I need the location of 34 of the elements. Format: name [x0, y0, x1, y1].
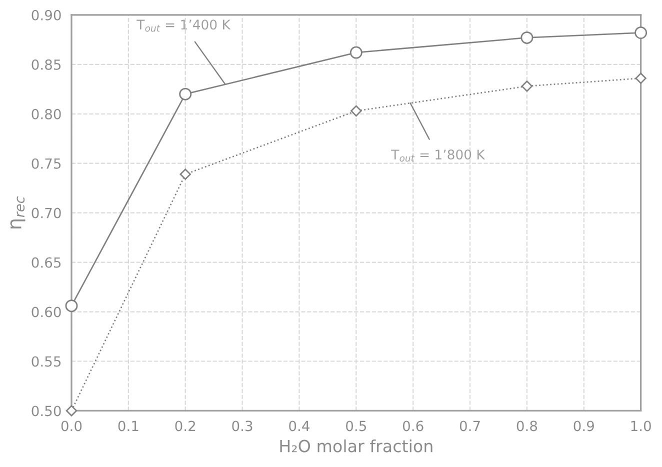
point	[66, 405, 78, 416]
y-tick-label: 0.65	[32, 257, 61, 268]
y-tick-label: 0.70	[32, 208, 61, 218]
y-tick-label: 0.50	[32, 406, 61, 416]
point	[520, 31, 534, 44]
x-tick-label: 0.1	[118, 420, 138, 432]
x-tick-label: 0.2	[175, 420, 196, 432]
annotation: T$_{out}$ = 1’400 K	[136, 20, 231, 32]
point	[635, 72, 646, 84]
y-tick-label: 0.90	[32, 10, 61, 20]
y-tick-label: 0.75	[32, 158, 61, 169]
y-tick-label: 0.80	[32, 108, 61, 120]
point	[350, 46, 362, 59]
point	[634, 26, 648, 40]
x-tick-label: 0.3	[232, 420, 252, 432]
x-tick-label: 0.8	[516, 420, 538, 432]
point	[350, 105, 362, 117]
point	[180, 168, 191, 180]
x-tick-label: 0.7	[460, 420, 480, 432]
point	[521, 80, 533, 92]
x-tick-label: 0.4	[289, 420, 310, 432]
y-tick-label: 0.85	[32, 59, 61, 70]
y-tick-label: 0.60	[32, 306, 61, 318]
x-tick-label: 0.9	[574, 420, 594, 432]
x-tick-label: 1.0	[631, 420, 651, 432]
y-axis-title: η$_{rec}$	[10, 196, 26, 228]
x-tick-label: 0.5	[346, 420, 366, 432]
x-axis-title: H₂O molar fraction	[280, 439, 432, 452]
x-tick-label: 0.6	[402, 420, 424, 432]
point	[179, 88, 192, 100]
x-tick-label: 0.0	[61, 420, 82, 432]
point	[65, 300, 78, 312]
annotation: T$_{out}$ = 1’800 K	[391, 150, 486, 162]
y-tick-label: 0.55	[32, 356, 61, 367]
